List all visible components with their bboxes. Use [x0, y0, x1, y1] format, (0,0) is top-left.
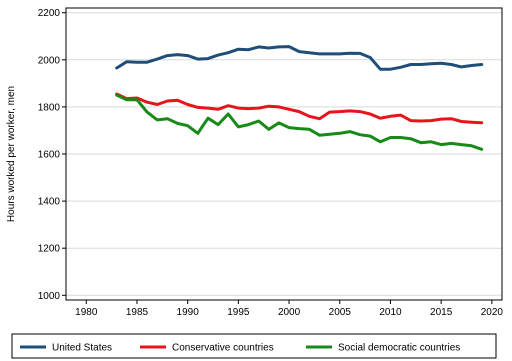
series-line-1	[115, 92, 484, 125]
legend-label-1: Conservative countries	[172, 343, 274, 354]
y-tick-label: 1400	[38, 197, 61, 208]
x-tick-label: 2015	[430, 307, 453, 318]
x-tick-label: 1995	[227, 307, 250, 318]
x-tick-label: 1980	[75, 307, 98, 318]
series-line-0	[115, 45, 484, 71]
x-tick-label: 2000	[278, 307, 301, 318]
series-line-2	[115, 93, 484, 151]
plot-frame	[65, 7, 503, 301]
x-axis-ticks: 1980 1985 1990 1995 2000 2005 2010 2015 2020	[75, 300, 503, 318]
y-tick-label: 2000	[38, 55, 61, 66]
gridlines	[66, 12, 502, 296]
x-tick-label: 2020	[481, 307, 504, 318]
y-tick-label: 1200	[38, 244, 61, 255]
y-axis-ticks: 1000 1200 1400 1600 1800 2000 2200	[38, 8, 66, 302]
y-tick-label: 2200	[38, 8, 61, 19]
y-axis-title: Hours worked per worker, men	[6, 86, 17, 222]
x-tick-label: 2005	[329, 307, 352, 318]
y-tick-label: 1800	[38, 102, 61, 113]
x-tick-label: 1985	[126, 307, 149, 318]
x-tick-label: 2010	[379, 307, 402, 318]
legend-label-0: United States	[52, 343, 112, 354]
legend-label-2: Social democratic countries	[338, 343, 460, 354]
series-lines	[115, 45, 484, 151]
legend-box	[11, 333, 497, 359]
x-tick-label: 1990	[177, 307, 200, 318]
y-tick-label: 1000	[38, 291, 61, 302]
legend: United States Conservative countries Socia…	[20, 343, 460, 354]
y-tick-label: 1600	[38, 150, 61, 161]
